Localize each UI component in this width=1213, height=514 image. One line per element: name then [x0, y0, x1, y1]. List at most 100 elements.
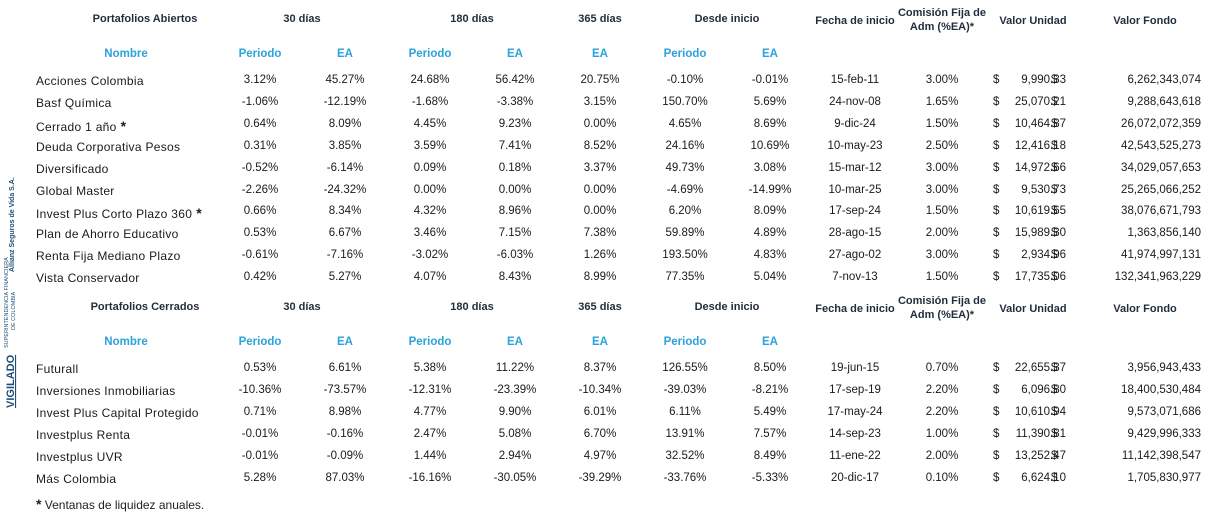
cell-com: 2.50%: [925, 140, 959, 152]
cell-ea365: 4.97%: [583, 450, 617, 462]
subheader-periodo-180: Periodo: [408, 48, 452, 60]
cell-valor-fondo: 18,400,530,484: [1121, 384, 1201, 396]
cell-p30: 0.53%: [243, 227, 277, 239]
fund-name: Más Colombia: [36, 472, 116, 486]
liquidity-window-star: *: [196, 205, 202, 221]
subheader-periodo-180: Periodo: [408, 336, 452, 348]
cell-ea30: 6.67%: [328, 227, 362, 239]
cell-valor-fondo: 1,705,830,977: [1127, 472, 1201, 484]
cell-pdi: 4.65%: [668, 118, 702, 130]
subheader-ea-180: EA: [507, 336, 523, 348]
subheader-periodo-desde: Periodo: [663, 48, 707, 60]
cell-ea180: 5.08%: [498, 428, 532, 440]
subheader-periodo-desde: Periodo: [663, 336, 707, 348]
cell-ea365: 7.38%: [583, 227, 617, 239]
cell-ea365: 0.00%: [583, 118, 617, 130]
currency-symbol: $: [993, 249, 1000, 261]
cell-ea365: 0.00%: [583, 184, 617, 196]
currency-symbol: $: [1051, 96, 1058, 108]
superintendencia-label: SUPERINTENDENCIA FINANCIERA: [4, 257, 10, 348]
cell-pdi: 193.50%: [662, 249, 708, 261]
cell-p30: 0.71%: [243, 406, 277, 418]
cell-p30: 5.28%: [243, 472, 277, 484]
cell-ea365: -39.29%: [578, 472, 622, 484]
cell-pdi: 32.52%: [665, 450, 705, 462]
fund-name-text: Investplus UVR: [36, 450, 123, 464]
cell-eadi: 4.89%: [753, 227, 787, 239]
cell-com: 1.50%: [925, 118, 959, 130]
header-fecha-inicio: Fecha de inicio: [815, 303, 895, 315]
cell-ea365: 8.52%: [583, 140, 617, 152]
cell-p180: 4.07%: [413, 271, 447, 283]
cell-ea180: -30.05%: [493, 472, 537, 484]
cell-valor-fondo: 9,573,071,686: [1127, 406, 1201, 418]
de-colombia-label: DE COLOMBIA: [11, 291, 17, 330]
cell-eadi: -5.33%: [751, 472, 789, 484]
fund-name: Vista Conservador: [36, 271, 140, 285]
cell-p180: 5.38%: [413, 362, 447, 374]
cell-fecha: 11-ene-22: [829, 450, 881, 462]
currency-symbol: $: [1051, 184, 1058, 196]
cell-fecha: 20-dic-17: [831, 472, 879, 484]
cell-fecha: 10-may-23: [827, 140, 883, 152]
cell-com: 2.20%: [925, 384, 959, 396]
header-30-dias: 30 días: [283, 13, 321, 25]
cell-fecha: 19-jun-15: [830, 362, 880, 374]
subheader-periodo-30: Periodo: [238, 48, 282, 60]
header-fecha-inicio: Fecha de inicio: [815, 15, 895, 27]
cell-valor-fondo: 132,341,963,229: [1114, 271, 1201, 283]
fund-name: Basf Química: [36, 96, 112, 110]
currency-symbol: $: [993, 227, 1000, 239]
header-valor-unidad: Valor Unidad: [999, 15, 1067, 27]
cell-eadi: 8.09%: [753, 205, 787, 217]
fund-name: Invest Plus Corto Plazo 360 *: [36, 205, 202, 221]
currency-symbol: $: [1051, 162, 1058, 174]
cell-p30: 0.64%: [243, 118, 277, 130]
cell-p30: 0.53%: [243, 362, 277, 374]
cell-valor-unidad: 9,530.73: [1021, 184, 1066, 196]
cell-p30: -2.26%: [241, 184, 279, 196]
cell-pdi: -4.69%: [666, 184, 704, 196]
cell-p30: -10.36%: [238, 384, 282, 396]
cell-valor-unidad: 17,735.06: [1014, 271, 1066, 283]
cell-ea30: 5.27%: [328, 271, 362, 283]
cell-com: 1.50%: [925, 205, 959, 217]
cell-valor-unidad: 12,416.18: [1014, 140, 1066, 152]
fund-name: Cerrado 1 año *: [36, 118, 126, 134]
cell-p30: 0.42%: [243, 271, 277, 283]
cell-valor-unidad: 6,624.10: [1021, 472, 1066, 484]
cell-valor-unidad: 14,972.66: [1014, 162, 1066, 174]
cell-ea30: -7.16%: [326, 249, 364, 261]
cell-com: 2.00%: [925, 227, 959, 239]
cell-fecha: 14-sep-23: [829, 428, 881, 440]
cell-eadi: -14.99%: [748, 184, 792, 196]
fund-name-text: Acciones Colombia: [36, 74, 144, 88]
cell-eadi: 5.49%: [753, 406, 787, 418]
currency-symbol: $: [993, 362, 1000, 374]
cell-pdi: 59.89%: [665, 227, 705, 239]
currency-symbol: $: [1051, 384, 1058, 396]
cell-eadi: 8.69%: [753, 118, 787, 130]
cell-ea180: 2.94%: [498, 450, 532, 462]
cell-p180: -16.16%: [408, 472, 452, 484]
fund-name-text: Global Master: [36, 184, 115, 198]
fund-name-text: Plan de Ahorro Educativo: [36, 227, 179, 241]
cell-pdi: 77.35%: [665, 271, 705, 283]
currency-symbol: $: [1051, 205, 1058, 217]
cell-pdi: 6.20%: [668, 205, 702, 217]
cell-ea30: 45.27%: [325, 74, 365, 86]
cell-valor-unidad: 6,096.80: [1021, 384, 1066, 396]
cell-p30: 0.31%: [243, 140, 277, 152]
header-valor-fondo: Valor Fondo: [1113, 15, 1177, 27]
cell-pdi: -33.76%: [663, 472, 707, 484]
cell-fecha: 17-sep-19: [829, 384, 881, 396]
cell-fecha: 15-mar-12: [828, 162, 882, 174]
currency-symbol: $: [1051, 450, 1058, 462]
cell-p180: 3.46%: [413, 227, 447, 239]
cell-ea180: 7.41%: [498, 140, 532, 152]
subheader-ea-180: EA: [507, 48, 523, 60]
cell-ea180: 0.00%: [498, 184, 532, 196]
cell-ea180: 9.23%: [498, 118, 532, 130]
cell-com: 1.50%: [925, 271, 959, 283]
currency-symbol: $: [1051, 74, 1058, 86]
